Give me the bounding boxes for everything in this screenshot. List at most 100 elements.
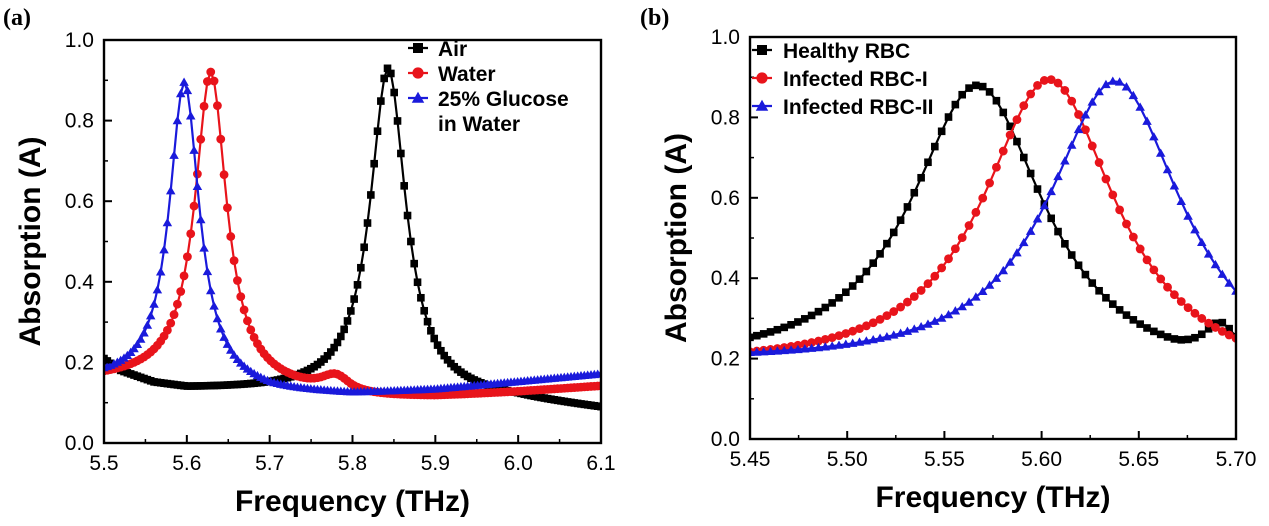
y-tick-label: 0.2 <box>711 348 740 371</box>
data-point <box>1033 185 1042 193</box>
legend-marker <box>756 72 768 84</box>
data-point <box>923 279 933 289</box>
data-point <box>1114 77 1125 86</box>
x-tick-label: 5.7 <box>255 452 284 475</box>
data-point <box>209 301 219 310</box>
data-point <box>985 88 994 96</box>
legend-marker <box>757 45 767 55</box>
data-point <box>924 158 932 167</box>
data-point <box>1006 122 1014 131</box>
data-point <box>212 313 223 323</box>
data-point <box>175 88 186 98</box>
data-point <box>1143 324 1151 332</box>
data-point <box>343 317 352 325</box>
data-point <box>991 273 1002 282</box>
data-point <box>854 337 865 346</box>
data-point <box>1176 196 1186 206</box>
data-point <box>930 316 940 325</box>
legend-marker <box>411 91 425 103</box>
data-point <box>1019 237 1029 247</box>
data-point <box>1046 186 1056 196</box>
data-point <box>169 150 179 159</box>
data-point <box>950 244 960 254</box>
data-point <box>129 343 139 353</box>
data-point <box>1094 86 1104 96</box>
data-point <box>142 320 153 329</box>
data-point <box>958 90 966 99</box>
data-point <box>1101 79 1111 89</box>
data-point <box>205 285 216 295</box>
data-point <box>806 343 817 352</box>
data-point <box>807 311 816 320</box>
data-point <box>203 77 212 86</box>
y-tick-label: 0.6 <box>65 190 94 213</box>
data-point <box>1128 232 1138 242</box>
data-point <box>1039 200 1050 210</box>
series-square-0 <box>750 81 1236 344</box>
data-point <box>800 339 810 349</box>
data-point <box>243 316 252 326</box>
data-point <box>1081 270 1090 279</box>
data-point <box>213 101 222 111</box>
legend-entry: Infected RBC-II <box>752 96 934 119</box>
data-point <box>773 325 782 334</box>
data-point <box>936 313 947 322</box>
data-point <box>1163 282 1172 292</box>
data-point <box>427 326 435 335</box>
data-point <box>1073 124 1084 134</box>
data-point <box>978 193 988 203</box>
data-point <box>360 243 368 252</box>
data-point <box>353 281 362 289</box>
data-point <box>1170 335 1179 343</box>
data-point <box>1081 125 1090 135</box>
data-point <box>842 288 850 297</box>
data-point <box>1046 75 1056 85</box>
data-point <box>383 64 392 73</box>
data-point <box>1012 115 1022 124</box>
data-point <box>182 252 192 262</box>
data-point <box>903 297 912 307</box>
x-tick-label: 6.1 <box>586 452 615 475</box>
data-point <box>909 324 920 333</box>
data-point <box>1204 318 1214 328</box>
data-point <box>1156 274 1166 284</box>
data-point <box>855 324 864 334</box>
data-point <box>896 302 905 312</box>
data-point <box>1121 82 1132 91</box>
data-point <box>779 345 789 355</box>
data-point <box>820 335 830 344</box>
data-point <box>1066 140 1077 149</box>
data-point <box>1108 300 1117 308</box>
data-point <box>1067 96 1077 106</box>
x-tick-label: 5.50 <box>827 448 868 471</box>
data-point <box>1101 174 1111 184</box>
data-point <box>1190 308 1200 318</box>
x-axis-label: Frequency (THz) <box>875 481 1110 514</box>
data-point <box>896 216 905 224</box>
x-tick-label: 5.60 <box>1021 448 1062 471</box>
data-point <box>889 307 899 316</box>
data-point <box>226 232 236 241</box>
data-point <box>1197 314 1207 323</box>
data-point <box>800 315 809 323</box>
data-point <box>370 159 378 168</box>
data-point <box>1156 330 1165 339</box>
legend-entry: Infected RBC-I <box>752 68 928 91</box>
data-point <box>998 265 1009 275</box>
data-point <box>1005 257 1015 266</box>
data-point <box>222 339 233 348</box>
data-point <box>185 111 196 120</box>
data-point <box>977 286 988 295</box>
data-point <box>999 108 1008 117</box>
data-point <box>1128 90 1139 100</box>
data-point <box>182 85 193 95</box>
data-point <box>876 250 884 258</box>
y-axis-label: Absorption (A) <box>14 137 47 347</box>
data-point <box>393 117 402 125</box>
legend-entry: Air <box>408 38 467 61</box>
data-point <box>1149 132 1159 141</box>
data-point <box>855 275 864 283</box>
series-circle-1 <box>750 75 1236 357</box>
data-point <box>766 328 775 336</box>
legend-marker <box>412 67 424 79</box>
